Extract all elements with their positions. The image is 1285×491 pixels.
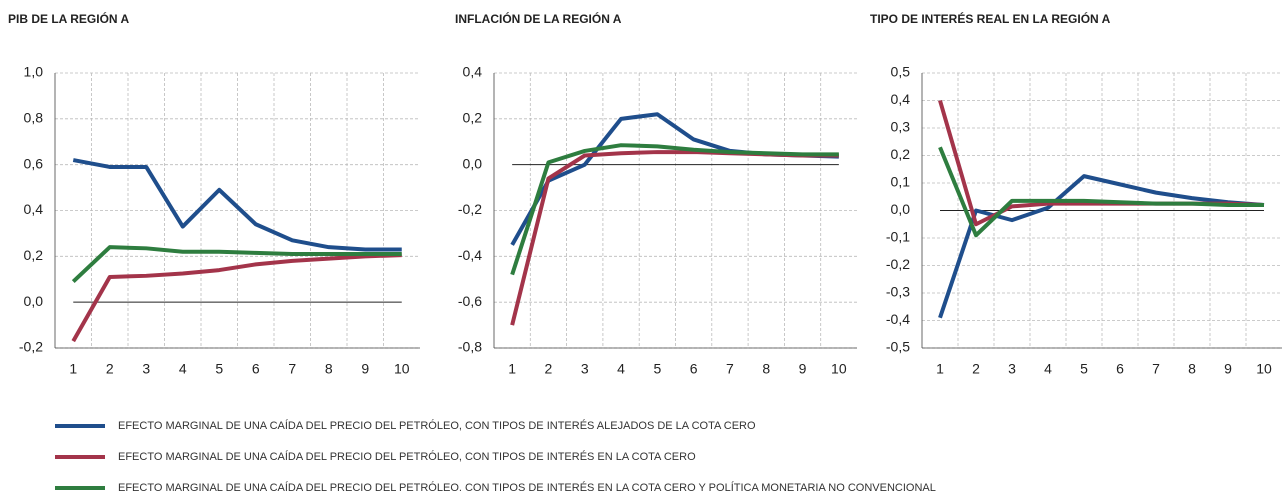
y-tick-label: 0,4 bbox=[463, 64, 483, 80]
y-tick-label: 0,3 bbox=[891, 119, 911, 135]
x-tick-label: 2 bbox=[106, 361, 114, 377]
chart-title: PIB DE LA REGIÓN A bbox=[8, 11, 129, 26]
y-tick-label: 0,4 bbox=[891, 91, 911, 107]
x-tick-label: 7 bbox=[288, 361, 296, 377]
x-tick-label: 5 bbox=[215, 361, 223, 377]
x-tick-label: 6 bbox=[1116, 361, 1124, 377]
y-tick-label: -0,4 bbox=[458, 247, 482, 263]
legend-label: EFECTO MARGINAL DE UNA CAÍDA DEL PRECIO … bbox=[118, 419, 756, 432]
x-tick-label: 3 bbox=[581, 361, 589, 377]
y-tick-label: -0,8 bbox=[458, 339, 482, 355]
y-tick-label: 0,0 bbox=[24, 293, 44, 309]
x-tick-label: 8 bbox=[762, 361, 770, 377]
x-tick-label: 5 bbox=[653, 361, 661, 377]
legend-label: EFECTO MARGINAL DE UNA CAÍDA DEL PRECIO … bbox=[118, 481, 936, 491]
x-tick-label: 10 bbox=[831, 361, 847, 377]
y-tick-label: 0,1 bbox=[891, 174, 911, 190]
y-tick-label: -0,2 bbox=[19, 339, 43, 355]
y-tick-label: 1,0 bbox=[24, 64, 44, 80]
x-tick-label: 7 bbox=[726, 361, 734, 377]
legend-label: EFECTO MARGINAL DE UNA CAÍDA DEL PRECIO … bbox=[118, 450, 696, 463]
y-tick-label: -0,6 bbox=[458, 293, 482, 309]
x-tick-label: 4 bbox=[617, 361, 625, 377]
y-tick-label: 0,0 bbox=[463, 155, 483, 171]
x-tick-label: 2 bbox=[972, 361, 980, 377]
series-line bbox=[71, 253, 402, 343]
x-tick-label: 3 bbox=[1008, 361, 1016, 377]
y-tick-label: -0,3 bbox=[886, 284, 910, 300]
chart-title: INFLACIÓN DE LA REGIÓN A bbox=[455, 11, 622, 26]
y-tick-label: 0,2 bbox=[891, 146, 911, 162]
y-tick-label: 0,0 bbox=[891, 201, 911, 217]
series-line bbox=[71, 245, 402, 283]
x-tick-label: 8 bbox=[1188, 361, 1196, 377]
y-tick-label: 0,6 bbox=[24, 155, 44, 171]
x-tick-label: 6 bbox=[252, 361, 260, 377]
chart-title: TIPO DE INTERÉS REAL EN LA REGIÓN A bbox=[870, 11, 1111, 26]
x-tick-label: 7 bbox=[1152, 361, 1160, 377]
y-tick-label: -0,5 bbox=[886, 339, 910, 355]
y-tick-label: -0,1 bbox=[886, 229, 910, 245]
y-tick-label: 0,2 bbox=[463, 110, 483, 126]
x-tick-label: 5 bbox=[1080, 361, 1088, 377]
x-tick-label: 9 bbox=[1224, 361, 1232, 377]
x-tick-label: 8 bbox=[325, 361, 333, 377]
y-tick-label: 0,2 bbox=[24, 247, 44, 263]
x-tick-label: 6 bbox=[690, 361, 698, 377]
y-tick-label: 0,8 bbox=[24, 110, 44, 126]
y-tick-label: -0,4 bbox=[886, 311, 910, 327]
series-line bbox=[72, 158, 402, 252]
x-tick-label: 1 bbox=[69, 361, 77, 377]
y-tick-label: -0,2 bbox=[886, 256, 910, 272]
y-tick-label: 0,4 bbox=[24, 201, 44, 217]
series-line bbox=[510, 143, 839, 276]
y-tick-label: -0,2 bbox=[458, 201, 482, 217]
x-tick-label: 10 bbox=[394, 361, 410, 377]
x-tick-label: 4 bbox=[1044, 361, 1052, 377]
x-tick-label: 9 bbox=[799, 361, 807, 377]
x-tick-label: 1 bbox=[508, 361, 516, 377]
x-tick-label: 4 bbox=[179, 361, 187, 377]
x-tick-label: 3 bbox=[142, 361, 150, 377]
series-line bbox=[938, 174, 1265, 319]
y-tick-label: 0,5 bbox=[891, 64, 911, 80]
x-tick-label: 9 bbox=[361, 361, 369, 377]
x-tick-label: 10 bbox=[1256, 361, 1272, 377]
x-tick-label: 1 bbox=[936, 361, 944, 377]
series-line bbox=[938, 146, 1264, 238]
x-tick-label: 2 bbox=[545, 361, 553, 377]
